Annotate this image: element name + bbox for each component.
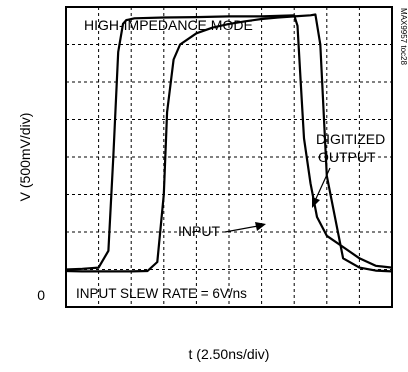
slew-rate-annotation: INPUT SLEW RATE = 6V/ns — [76, 286, 247, 301]
output-label-line2: OUTPUT — [318, 149, 376, 165]
input-arrow-head — [255, 222, 266, 231]
y-axis-label: V (500mV/div) — [17, 113, 33, 202]
input-label: INPUT — [178, 223, 220, 239]
trace-digitized-output — [65, 14, 393, 271]
x-axis-label: t (2.50ns/div) — [189, 346, 270, 362]
output-label-line1: DIGITIZED — [316, 131, 385, 147]
plot-frame — [65, 6, 393, 308]
input-arrow-line — [224, 225, 259, 233]
output-arrow-line — [313, 167, 331, 204]
y-zero-label: 0 — [37, 287, 45, 303]
figure-id: MAX9957 toc28 — [399, 8, 408, 65]
chart-title: HIGH-IMPEDANCE MODE — [84, 17, 253, 33]
output-arrow-head — [312, 197, 320, 208]
trace-input — [65, 13, 393, 273]
traces — [65, 13, 393, 273]
